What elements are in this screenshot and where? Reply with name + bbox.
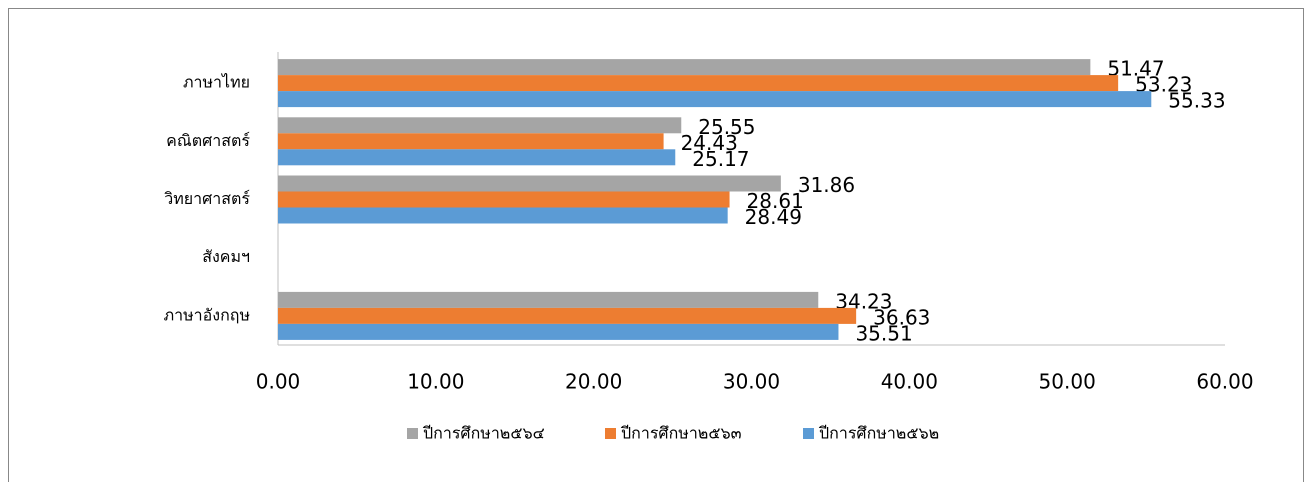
bar [278, 75, 1119, 92]
legend-swatch [605, 428, 616, 439]
data-label: 28.61 [747, 189, 804, 213]
bar [278, 191, 730, 208]
x-tick-label: 60.00 [1196, 370, 1253, 394]
legend-label: ปีการศึกษา๒๕๖๓ [621, 424, 742, 443]
bar [278, 133, 664, 150]
data-label: 25.17 [692, 147, 749, 171]
legend-swatch [407, 428, 418, 439]
legend-label: ปีการศึกษา๒๕๖๔ [423, 424, 545, 443]
chart-frame [8, 8, 1304, 482]
data-label: 55.33 [1168, 89, 1225, 113]
bar [278, 291, 819, 308]
legend-swatch [803, 428, 814, 439]
data-label: 36.63 [873, 305, 930, 329]
x-tick-label: 50.00 [1039, 370, 1096, 394]
x-tick-label: 0.00 [256, 370, 301, 394]
bar [278, 117, 682, 134]
bar [278, 175, 781, 192]
y-tick-label: ภาษาไทย [183, 73, 250, 92]
y-tick-label: สังคมฯ [202, 247, 250, 266]
x-tick-label: 40.00 [881, 370, 938, 394]
legend-label: ปีการศึกษา๒๕๖๒ [819, 424, 940, 443]
data-label: 31.86 [798, 173, 855, 197]
bar [278, 149, 676, 166]
bar [278, 59, 1091, 76]
bar [278, 207, 728, 224]
y-tick-label: วิทยาศาสตร์ [164, 189, 250, 208]
data-label: 24.43 [681, 131, 738, 155]
y-tick-label: คณิตศาสตร์ [166, 131, 250, 150]
x-tick-label: 30.00 [723, 370, 780, 394]
x-tick-label: 20.00 [565, 370, 622, 394]
y-tick-label: ภาษาอังกฤษ [164, 305, 250, 324]
bar [278, 323, 839, 340]
bar [278, 307, 857, 324]
bar [278, 91, 1152, 108]
data-label: 35.51 [855, 321, 912, 345]
data-label: 28.49 [745, 205, 802, 229]
data-label: 25.55 [698, 115, 755, 139]
x-tick-label: 10.00 [407, 370, 464, 394]
